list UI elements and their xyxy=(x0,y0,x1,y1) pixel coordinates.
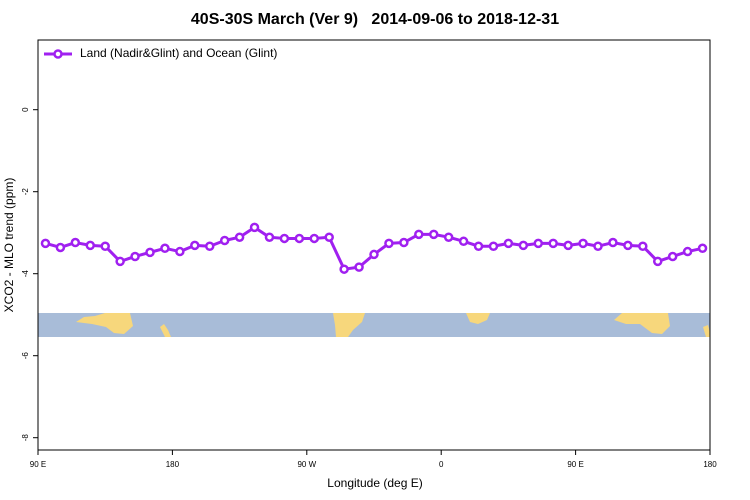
series-line xyxy=(45,225,703,271)
legend-marker xyxy=(53,49,63,59)
point xyxy=(249,222,260,233)
x-tick-label: 180 xyxy=(166,460,180,469)
x-tick-label: 90 E xyxy=(567,460,583,469)
point xyxy=(294,233,305,244)
point xyxy=(70,237,81,248)
point xyxy=(399,237,409,248)
x-tick-label: 90 W xyxy=(297,460,316,469)
y-tick-label: -8 xyxy=(21,434,30,442)
x-axis-label: Longitude (deg E) xyxy=(327,476,422,490)
point xyxy=(175,246,185,257)
point xyxy=(533,238,544,249)
x-tick-label: 180 xyxy=(703,460,717,469)
point xyxy=(682,246,693,257)
y-tick-label: -2 xyxy=(21,188,30,196)
point xyxy=(369,249,379,260)
plot-frame xyxy=(37,39,711,451)
x-tick-label: 90 E xyxy=(30,460,46,469)
point xyxy=(578,238,588,249)
y-tick-label: 0 xyxy=(21,107,30,112)
point xyxy=(55,242,66,253)
legend-label: Land (Nadir&Glint) and Ocean (Glint) xyxy=(80,46,277,60)
point xyxy=(160,243,170,254)
point xyxy=(443,232,454,242)
point xyxy=(115,256,125,267)
point xyxy=(354,262,364,272)
point xyxy=(638,241,648,251)
point xyxy=(384,238,394,249)
map-strip xyxy=(38,313,710,337)
point xyxy=(204,241,215,251)
point xyxy=(488,241,499,251)
point xyxy=(279,233,290,244)
point xyxy=(518,240,529,251)
point xyxy=(40,238,51,249)
point xyxy=(219,235,230,246)
point xyxy=(190,240,200,251)
x-tick-label: 0 xyxy=(439,460,444,469)
point xyxy=(548,238,558,249)
point xyxy=(458,236,469,247)
point xyxy=(473,241,484,251)
y-axis-label: XCO2 - MLO trend (ppm) xyxy=(2,178,16,313)
point xyxy=(234,232,245,242)
point xyxy=(414,229,424,240)
point xyxy=(667,251,678,262)
y-tick-label: -4 xyxy=(21,270,30,278)
point xyxy=(309,233,320,244)
point xyxy=(563,240,573,251)
point xyxy=(145,247,155,258)
point xyxy=(652,256,663,267)
point xyxy=(503,238,514,249)
y-tick-label: -6 xyxy=(21,352,30,360)
point xyxy=(85,240,96,251)
point xyxy=(130,251,140,262)
point xyxy=(100,241,110,251)
point xyxy=(428,229,439,240)
point xyxy=(608,237,618,248)
point xyxy=(324,232,334,242)
point xyxy=(264,232,275,242)
point xyxy=(623,240,633,251)
point xyxy=(339,264,349,274)
point xyxy=(593,241,603,251)
chart-title: 40S-30S March (Ver 9) 2014-09-06 to 2018… xyxy=(191,11,559,28)
point xyxy=(697,243,708,254)
